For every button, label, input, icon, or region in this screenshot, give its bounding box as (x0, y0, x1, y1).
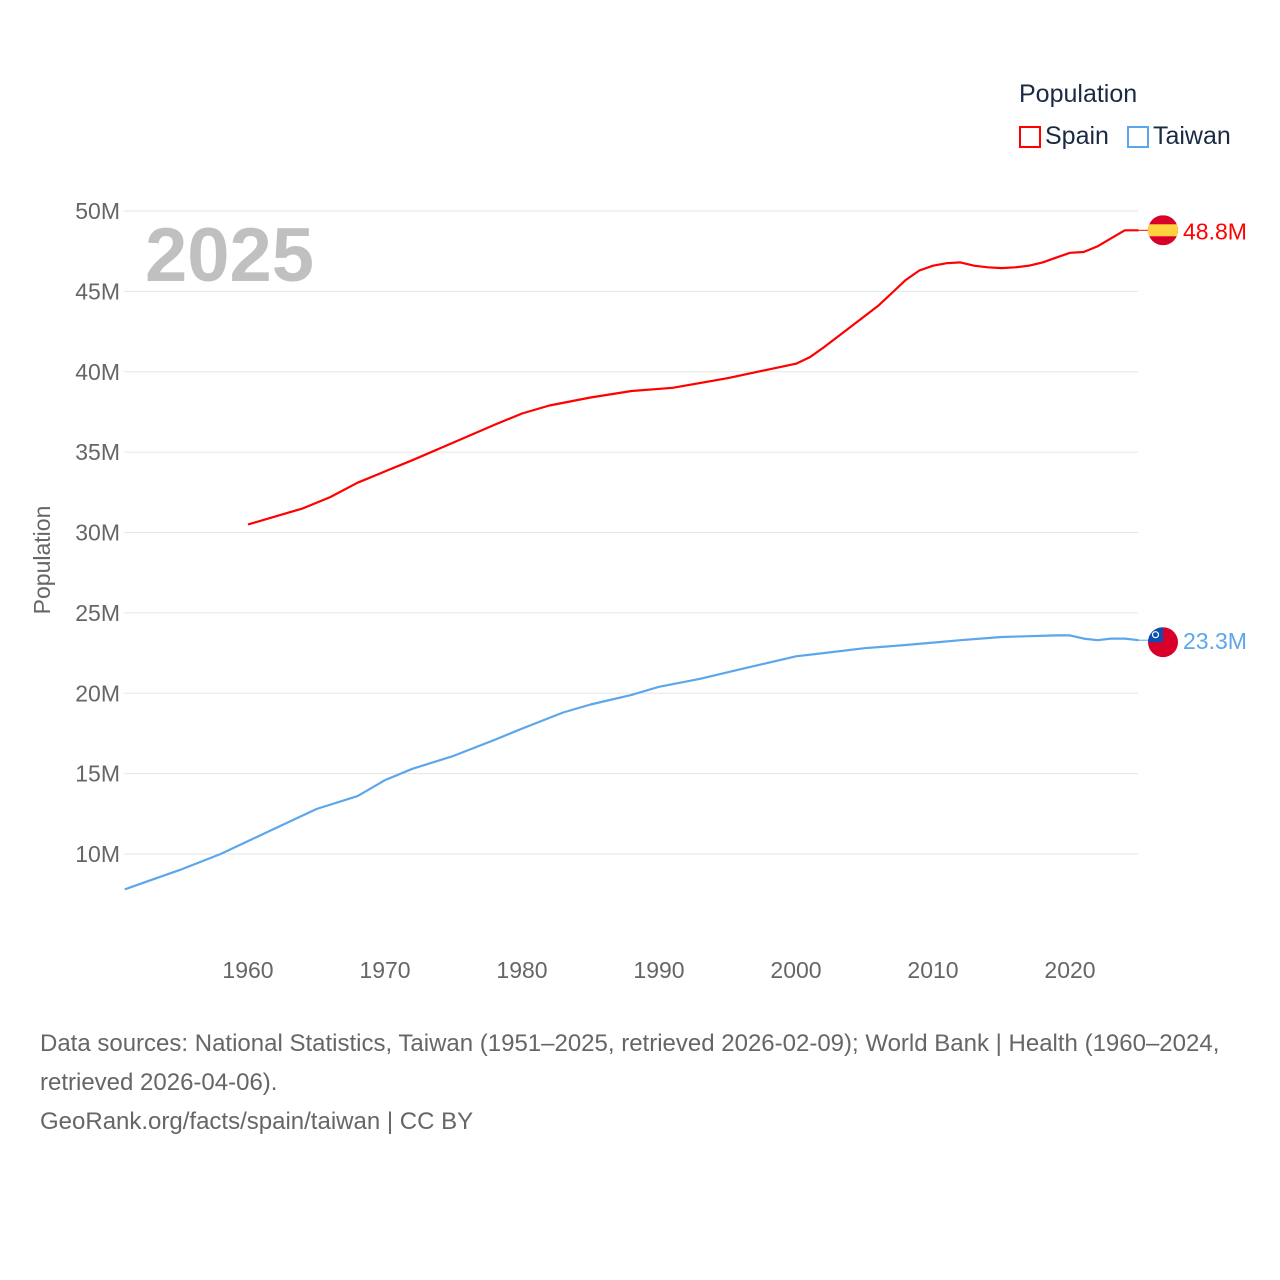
y-tick-label: 20M (75, 680, 120, 706)
series-lines (124, 229, 1139, 891)
attribution-link[interactable]: GeoRank.org/facts/spain/taiwan | CC BY (40, 1108, 474, 1135)
y-tick-label: 50M (75, 198, 120, 224)
x-tick-label: 2020 (1044, 957, 1095, 983)
flag-sun (1151, 631, 1160, 639)
y-tick-labels: 10M 15M 20M 25M 30M 35M 40M 45M 50M (75, 198, 120, 867)
x-tick-labels: 1960 1970 1980 1990 2000 2010 2020 (222, 957, 1095, 983)
legend-swatch-taiwan (1126, 125, 1149, 148)
y-tick-label: 25M (75, 600, 120, 626)
x-tick-label: 1960 (222, 957, 273, 983)
x-tick-label: 2000 (770, 957, 821, 983)
taiwan-flag-icon (1148, 627, 1178, 658)
data-sources: Data sources: National Statistics, Taiwa… (40, 1030, 1220, 1096)
year-watermark: 2025 (145, 213, 314, 298)
x-tick-label: 1990 (633, 957, 684, 983)
legend-item-taiwan[interactable]: Taiwan (1126, 122, 1231, 151)
legend: Spain Taiwan (1019, 122, 1231, 151)
spain-end-label: 48.8M (1183, 218, 1247, 244)
x-tick-label: 2010 (907, 957, 958, 983)
x-tick-label: 1970 (359, 957, 410, 983)
legend-label-spain: Spain (1045, 122, 1109, 150)
gridlines (124, 210, 1138, 855)
spain-flag-icon (1148, 215, 1178, 246)
flag-blue-canton (1148, 627, 1163, 643)
x-tick-label: 1980 (496, 957, 547, 983)
y-tick-label: 45M (75, 278, 120, 304)
spain-line (247, 229, 1139, 526)
y-tick-label: 40M (75, 359, 120, 385)
y-tick-label: 30M (75, 520, 120, 546)
y-axis-label: Population (29, 506, 55, 615)
end-markers: 48.8M 23.3M (1138, 215, 1247, 658)
legend-title: Population (1019, 80, 1138, 108)
taiwan-end-label: 23.3M (1183, 628, 1247, 654)
footer: Data sources: National Statistics, Taiwa… (40, 1024, 1250, 1141)
taiwan-line (124, 634, 1139, 891)
legend-item-spain[interactable]: Spain (1019, 122, 1109, 151)
y-tick-label: 35M (75, 439, 120, 465)
flag-body (1148, 215, 1178, 246)
flag-yellow-band (1148, 224, 1178, 237)
y-tick-label: 10M (75, 841, 120, 867)
y-tick-label: 15M (75, 761, 120, 787)
legend-swatch-spain (1019, 125, 1041, 148)
flag-body (1148, 627, 1178, 658)
legend-label-taiwan: Taiwan (1152, 122, 1231, 150)
